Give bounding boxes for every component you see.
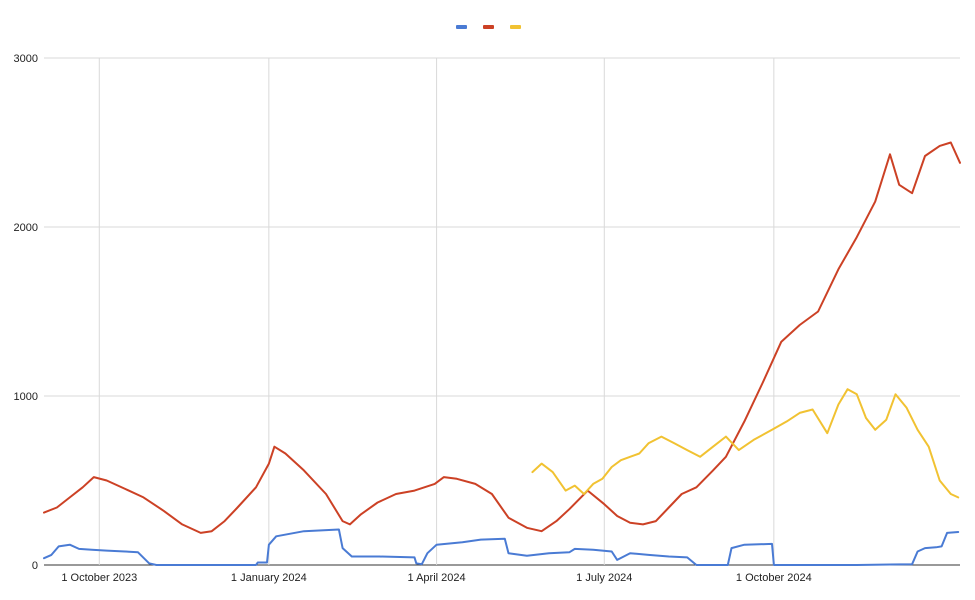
y-tick-label: 2000 — [14, 222, 38, 234]
legend[interactable] — [456, 25, 521, 29]
legend-swatch-3[interactable] — [510, 25, 521, 29]
y-tick-label: 0 — [32, 560, 38, 572]
series-line-3 — [531, 388, 960, 499]
y-axis: 0 1000 2000 3000 — [14, 53, 38, 572]
series-lines — [43, 141, 961, 566]
y-tick-label: 3000 — [14, 53, 38, 65]
x-tick-label: 1 October 2023 — [61, 572, 137, 584]
grid-lines — [44, 57, 960, 566]
series-line-2 — [43, 141, 961, 534]
x-axis: 1 October 2023 1 January 2024 1 April 2024… — [61, 572, 811, 584]
x-tick-label: 1 July 2024 — [576, 572, 632, 584]
x-tick-label: 1 January 2024 — [231, 572, 307, 584]
series-line-1 — [43, 528, 960, 566]
y-tick-label: 1000 — [14, 391, 38, 403]
x-tick-label: 1 April 2024 — [408, 572, 466, 584]
x-tick-label: 1 October 2024 — [736, 572, 812, 584]
legend-swatch-2[interactable] — [483, 25, 494, 29]
legend-swatch-1[interactable] — [456, 25, 467, 29]
